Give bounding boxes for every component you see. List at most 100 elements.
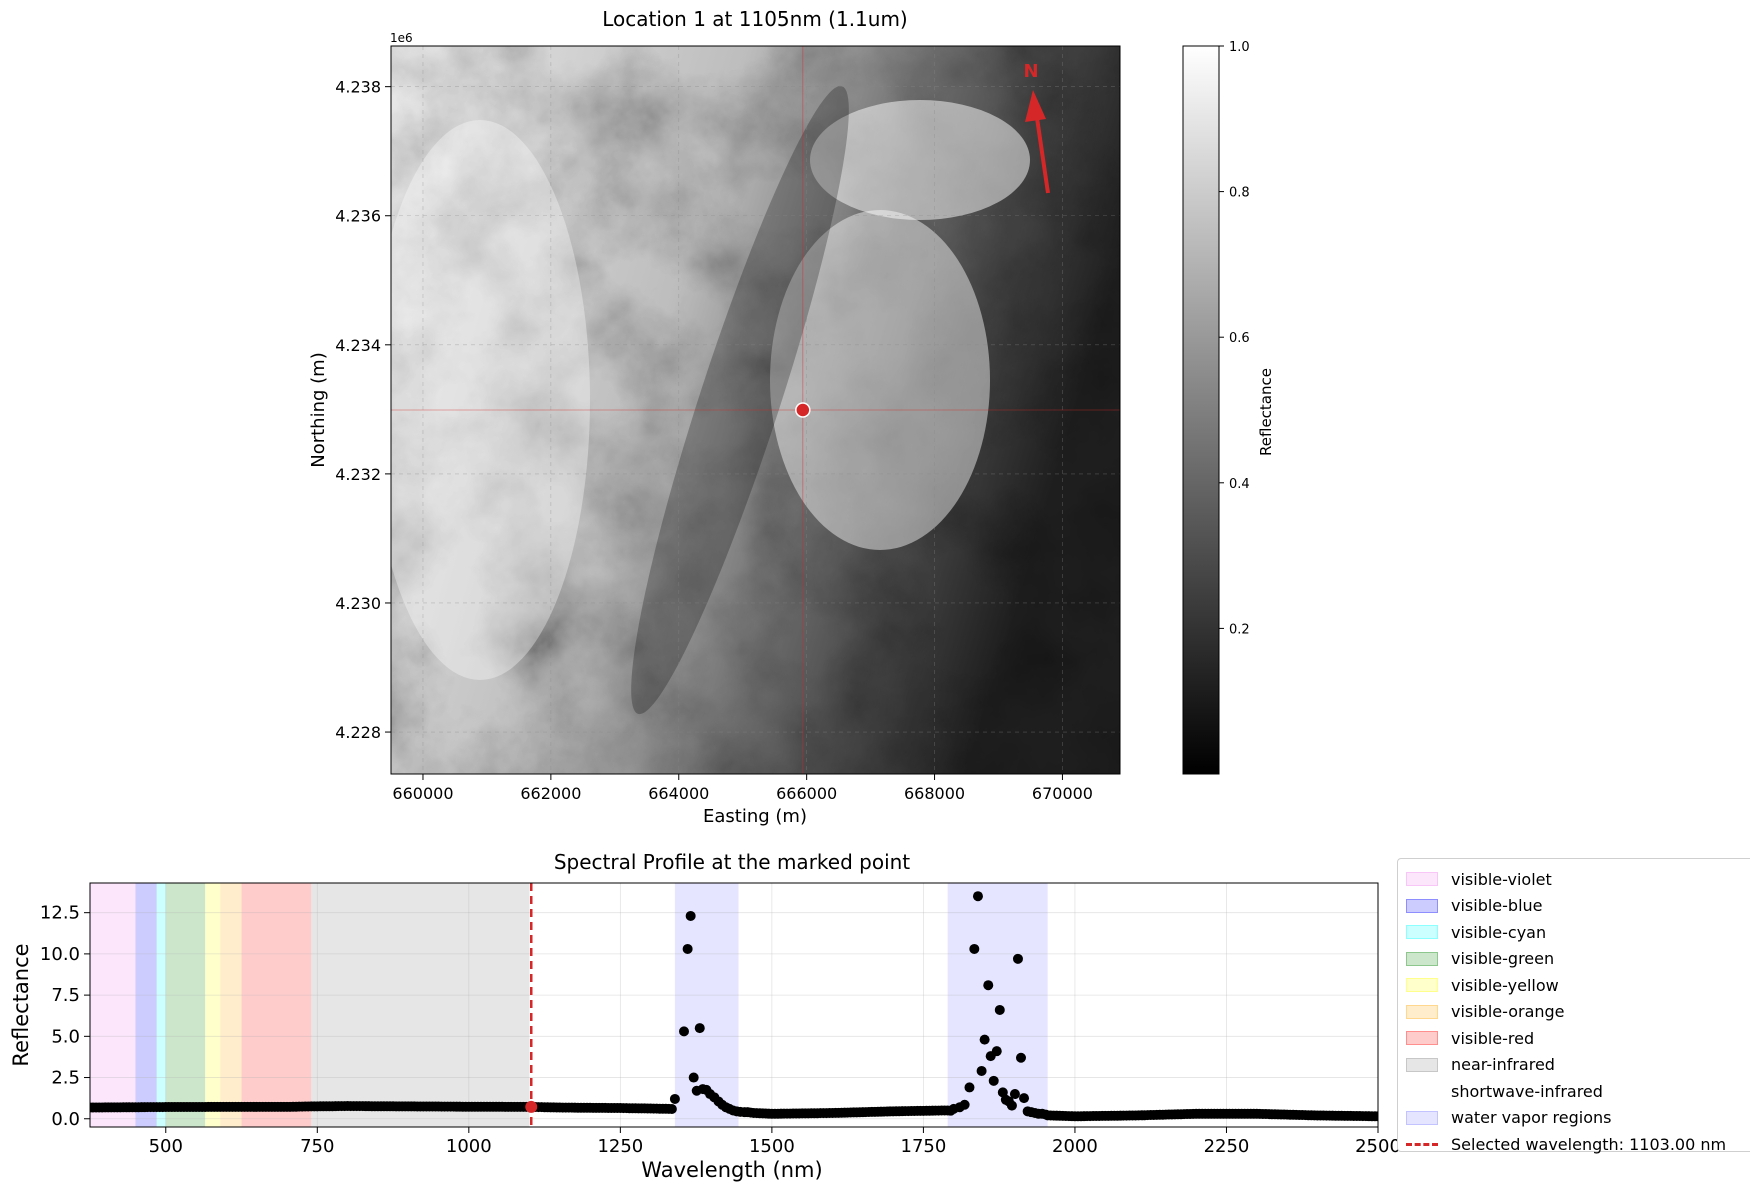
colorbar-tick-label: 0.8: [1229, 186, 1250, 201]
legend-swatch: [1406, 872, 1438, 886]
spectral-point: [1040, 1109, 1051, 1120]
map-x-tick-label: 668000: [904, 784, 965, 803]
map-y-tick-label: 4.236: [335, 207, 381, 226]
spectral-point: [988, 1075, 999, 1086]
spectral-y-axis: 0.0 2.5 5.0 7.5 10.0 12.5: [40, 903, 90, 1130]
map-y-axis: 4.238 4.236 4.234 4.232 4.230 4.228: [335, 78, 391, 742]
legend-swatch: [1406, 978, 1438, 992]
spectral-region-visible-red: [241, 883, 312, 1127]
map-title: Location 1 at 1105nm (1.1um): [602, 7, 907, 31]
map-y-tick-label: 4.238: [335, 78, 381, 97]
selected-wavelength-point: [525, 1100, 538, 1113]
spectral-x-tick-label: 750: [300, 1136, 334, 1157]
colorbar-tick-label: 0.6: [1229, 331, 1250, 346]
spectral-y-tick-label: 2.5: [51, 1068, 80, 1089]
spectral-point: [739, 1107, 750, 1118]
legend-label: Selected wavelength: 1103.00 nm: [1451, 1134, 1727, 1154]
legend-swatch: [1406, 1084, 1438, 1098]
spectral-regions: [90, 883, 1048, 1127]
dark-valley: [631, 85, 849, 715]
spectral-y-tick-label: 10.0: [40, 944, 80, 965]
spectral-point: [1373, 1111, 1378, 1122]
spectral-point: [1009, 1089, 1020, 1100]
map-x-tick-label: 670000: [1032, 784, 1093, 803]
legend-label: visible-orange: [1451, 1002, 1565, 1021]
spectral-region-near-infrared: [311, 883, 530, 1127]
spectral-x-tick-label: 2000: [1052, 1136, 1098, 1157]
spectral-point: [688, 1072, 699, 1083]
spectral-x-tick-label: 2500: [1355, 1136, 1401, 1157]
colorbar-tick-label: 1.0: [1229, 40, 1250, 55]
north-arrow-head: [1025, 90, 1046, 122]
legend-swatch: [1406, 951, 1438, 966]
bright-area-center: [770, 210, 990, 550]
spectral-point: [976, 1065, 987, 1076]
spectral-region-visible-orange: [220, 883, 242, 1127]
map-y-tick-label: 4.232: [335, 465, 381, 484]
map-y-offset-label: 1e6: [390, 31, 413, 45]
colorbar-tick-label: 0.2: [1229, 622, 1250, 637]
colorbar-axis: 1.0 0.8 0.6 0.4 0.2: [1219, 40, 1250, 637]
spectral-point: [694, 1023, 705, 1034]
spectral-x-tick-label: 1000: [446, 1136, 492, 1157]
bright-area-top: [810, 100, 1030, 220]
spectral-point: [1006, 1100, 1017, 1111]
legend-label: visible-cyan: [1451, 922, 1547, 942]
spectral-point: [1015, 1052, 1026, 1063]
north-arrow-shaft: [1035, 117, 1050, 194]
legend-label: visible-violet: [1451, 869, 1552, 889]
legend-swatch: [1406, 1110, 1438, 1125]
colorbar: [1182, 45, 1220, 775]
map-image: [391, 46, 1120, 774]
marked-point: [795, 402, 811, 418]
spectral-region-visible-yellow: [205, 883, 221, 1127]
spectral-y-label: Reflectance: [9, 943, 33, 1066]
spectral-region-visible-blue: [135, 883, 157, 1127]
legend-label: shortwave-infrared: [1451, 1081, 1603, 1101]
spectral-y-tick-label: 7.5: [51, 985, 80, 1006]
spectral-x-label: Wavelength (nm): [641, 1158, 822, 1182]
spectral-point: [979, 1034, 990, 1045]
legend-dash-swatch: [1406, 1143, 1438, 1146]
map-x-tick-label: 660000: [392, 784, 453, 803]
legend-swatch: [1406, 898, 1438, 913]
legend-swatch: [1406, 1031, 1438, 1045]
map-y-tick-label: 4.234: [335, 336, 381, 355]
spectral-point: [666, 1103, 677, 1114]
spectral-y-tick-label: 12.5: [40, 903, 80, 924]
spectral-frame: [89, 882, 1379, 1128]
legend-swatch: [1406, 925, 1438, 939]
colorbar-label: Reflectance: [1257, 368, 1275, 456]
spectral-region-visible-green: [165, 883, 206, 1127]
spectral-y-tick-label: 5.0: [51, 1026, 80, 1047]
spectral-point: [959, 1099, 970, 1110]
spectral-title: Spectral Profile at the marked point: [554, 850, 910, 874]
legend-label: visible-yellow: [1451, 975, 1559, 995]
spectral-region-water-vapor-regions: [947, 883, 1048, 1127]
legend-label: visible-red: [1451, 1028, 1535, 1048]
legend-label: water vapor regions: [1451, 1108, 1612, 1127]
spectral-point: [964, 1082, 975, 1093]
spectral-x-tick-label: 1250: [597, 1136, 643, 1157]
north-label: N: [1023, 61, 1038, 82]
spectral-point: [994, 1004, 1005, 1015]
spectral-point: [669, 1093, 680, 1104]
legend-label: visible-blue: [1451, 896, 1543, 915]
spectral-x-tick-label: 500: [149, 1136, 183, 1157]
map-x-tick-label: 666000: [776, 784, 837, 803]
spectral-point: [983, 980, 994, 991]
spectral-point: [972, 891, 983, 902]
spectral-point: [682, 943, 693, 954]
map-y-tick-label: 4.230: [335, 594, 381, 613]
spectral-point: [678, 1026, 689, 1037]
spectral-x-axis: 500 750 1000 1250 1500 1750 2000 2250 2500: [149, 1127, 1401, 1157]
north-arrow: N: [1023, 61, 1050, 194]
legend-swatch: [1406, 1057, 1438, 1072]
map-x-axis: 660000 662000 664000 666000 668000 670000: [392, 774, 1093, 803]
spectral-x-tick-label: 2250: [1204, 1136, 1250, 1157]
map-x-label: Easting (m): [703, 806, 807, 827]
legend-label: visible-green: [1451, 949, 1555, 968]
spectral-region-visible-violet: [90, 883, 136, 1127]
spectral-point: [969, 943, 980, 954]
